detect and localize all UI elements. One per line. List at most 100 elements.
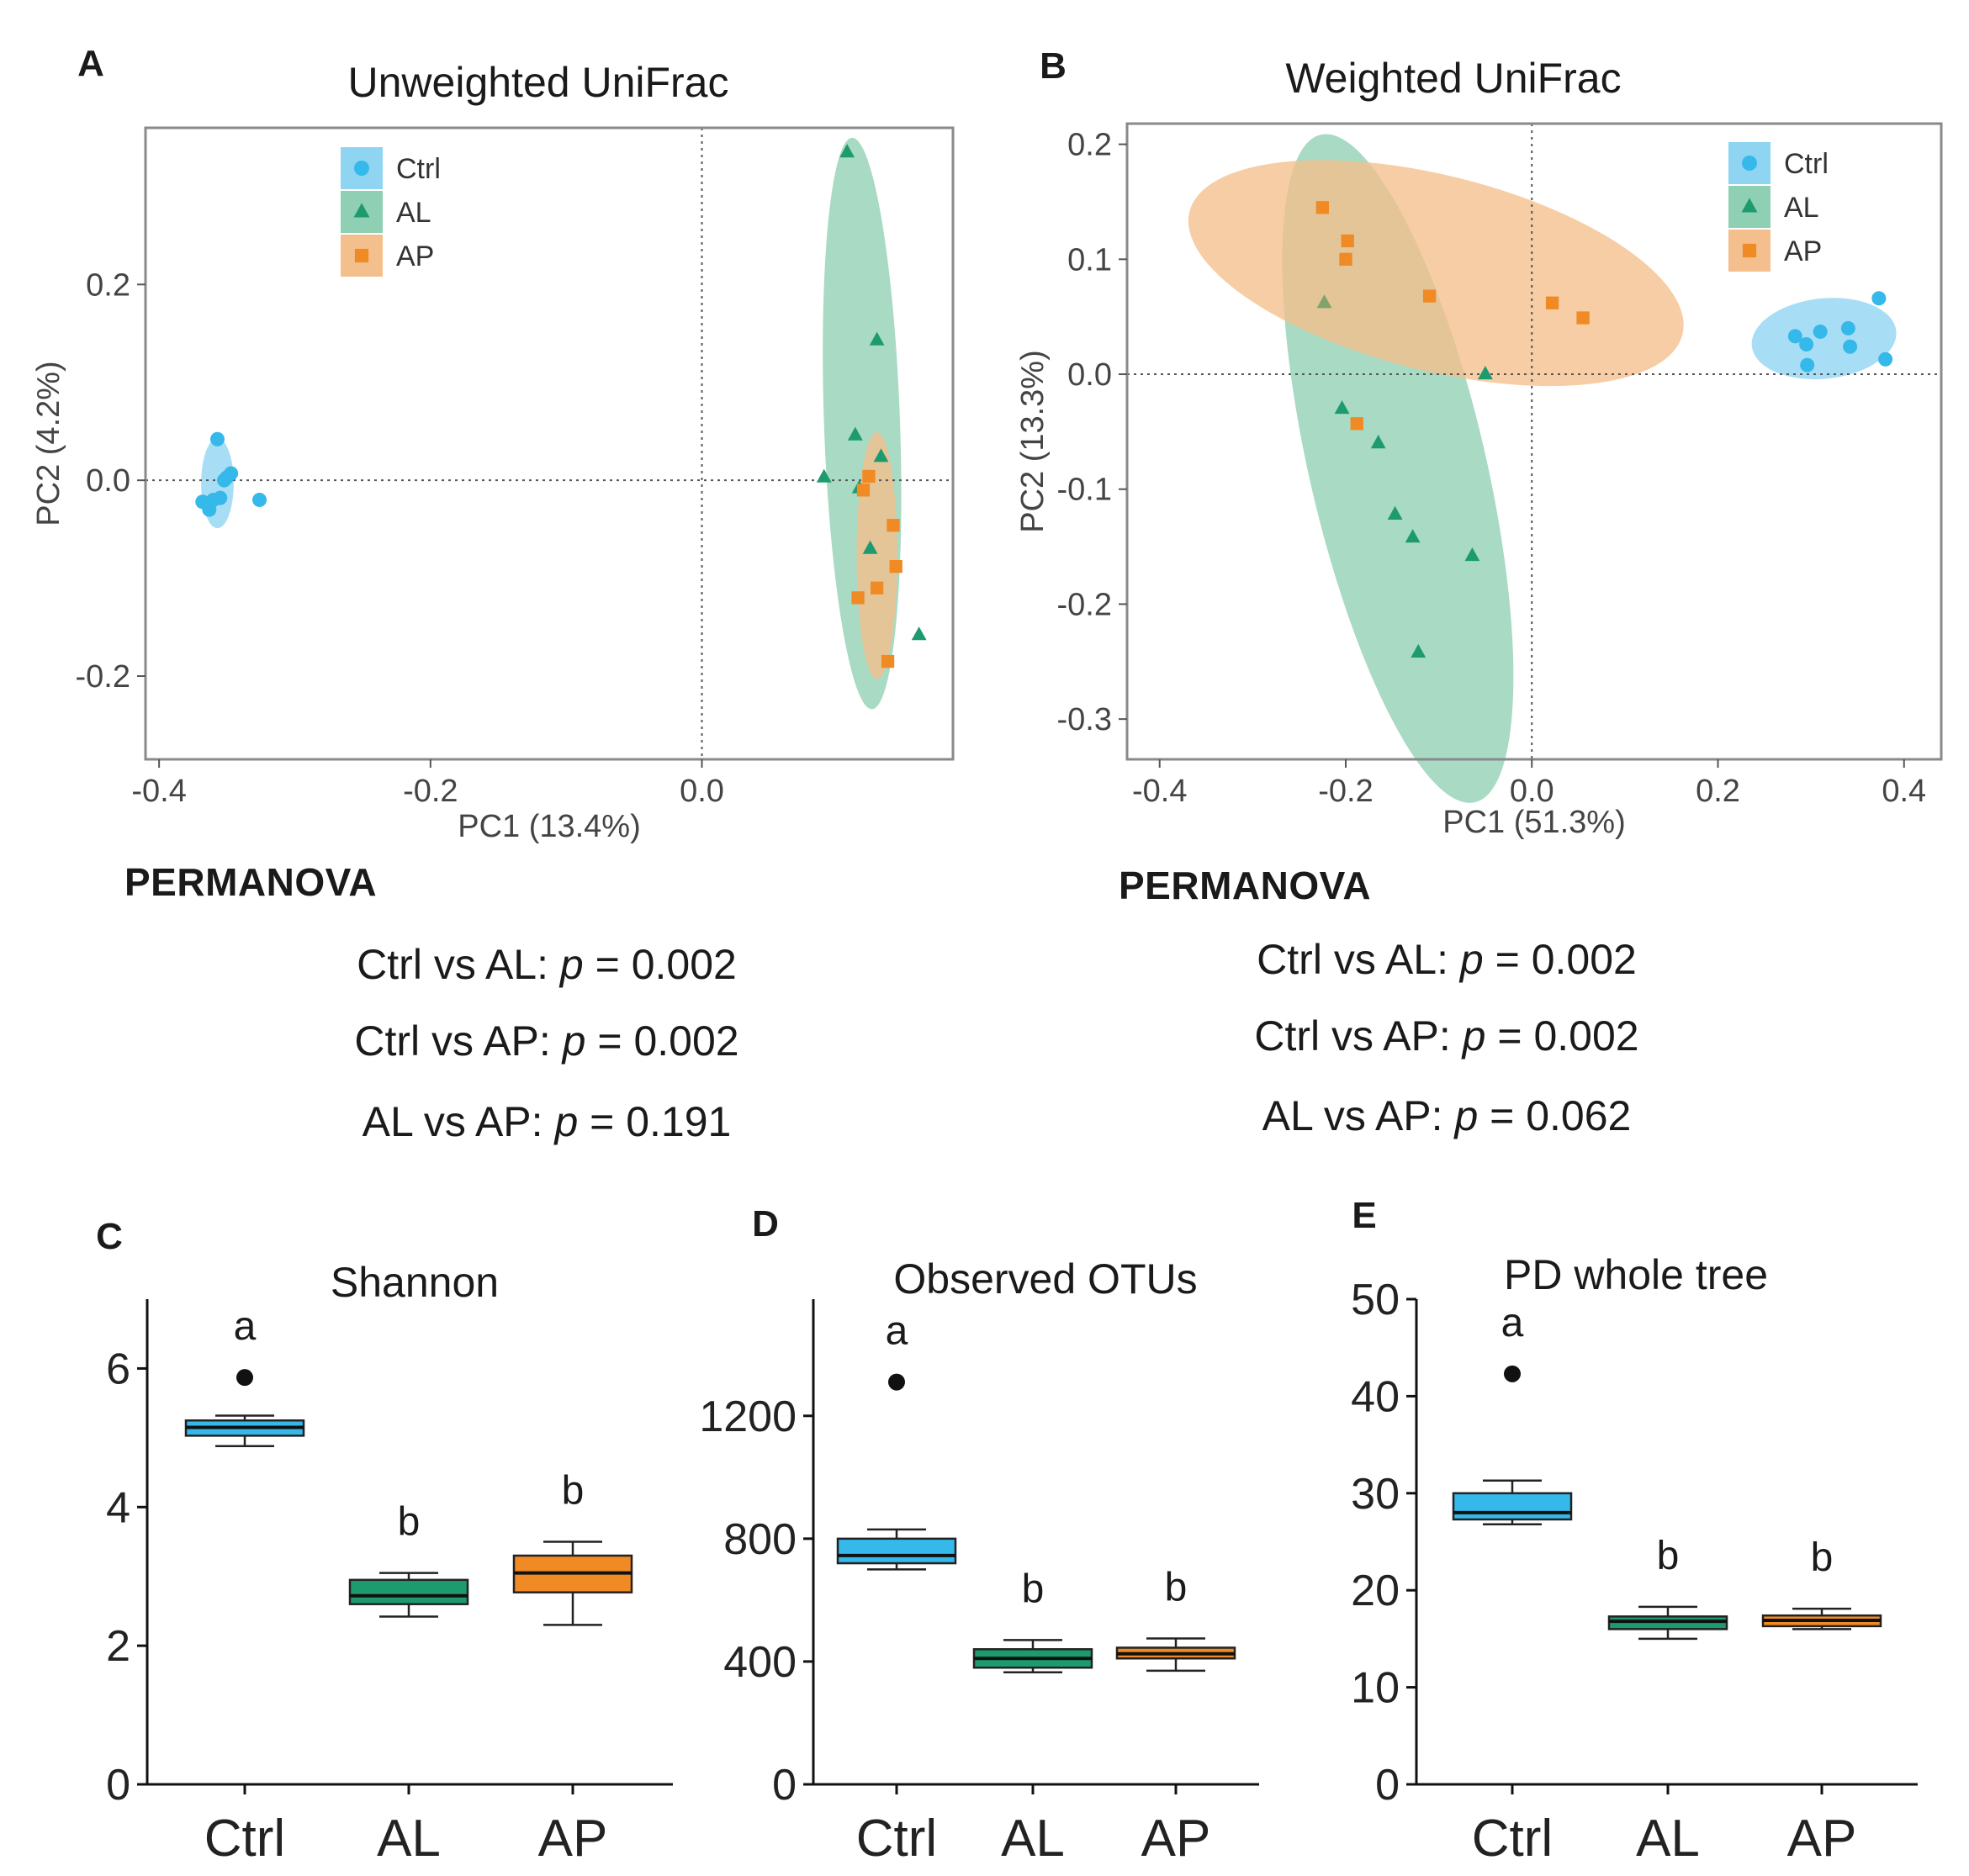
panel-e-title: PD whole tree (1504, 1251, 1768, 1298)
panel-b-ytick-label: -0.2 (1057, 587, 1112, 622)
panel-b-xtick-label: 0.2 (1696, 774, 1740, 809)
panel-e-xtick-label: AP (1787, 1810, 1857, 1868)
panel-e-ytick-label: 20 (1351, 1567, 1400, 1615)
panel-b-plot-frame (1125, 122, 1943, 761)
panel-a-point-ctrl (210, 431, 225, 447)
panel-a-point-ap (862, 469, 876, 484)
panel-a-legend-label-ap: AP (396, 240, 434, 272)
permanova-right-line-3: AL vs AP: p = 0.062 (1262, 1092, 1632, 1139)
permanova-title-left: PERMANOVA (124, 860, 378, 904)
panel-e-letter-ctrl: a (1501, 1301, 1524, 1345)
panel-a-ytick-label: 0.2 (86, 267, 130, 303)
panel-b-legend-label-ap: AP (1784, 235, 1822, 267)
panel-b-ellipse-ap (1188, 160, 1684, 387)
panel-b-legend-marker-ctrl (1742, 156, 1757, 171)
permanova-left-line-3: AL vs AP: p = 0.191 (362, 1098, 732, 1145)
panel-b-legend-marker-ap (1742, 243, 1757, 258)
panel-a-point-al (869, 331, 885, 346)
panel-b-point-ctrl (1878, 351, 1893, 367)
panel-d-xtick-label: AP (1141, 1810, 1211, 1868)
panel-a-point-al (839, 144, 855, 158)
panel-c-ytick-label: 6 (106, 1345, 130, 1393)
panel-a-point-ap (870, 581, 884, 595)
panel-b-ytick-label: -0.3 (1057, 702, 1112, 737)
panel-a-x-axis-label: PC1 (13.4%) (458, 809, 641, 844)
panel-d-ytick-label: 800 (723, 1515, 797, 1564)
panel-label-d: D (752, 1203, 779, 1245)
panel-b-point-al (1464, 547, 1480, 562)
panel-a-point-ctrl (195, 494, 210, 510)
panel-b-legend-label-ctrl: Ctrl (1784, 148, 1829, 180)
panel-a-legend-label-al: AL (396, 197, 431, 229)
panel-label-e: E (1352, 1195, 1376, 1236)
panel-b-point-al (1405, 529, 1421, 543)
panel-b-ytick-label: 0.0 (1067, 357, 1112, 393)
panel-b-xtick-label: 0.4 (1882, 774, 1926, 809)
panel-a-point-al (816, 468, 832, 483)
panel-a-ytick-label: -0.2 (76, 659, 130, 695)
panel-b-point-al (1316, 294, 1332, 309)
panel-b-title: Weighted UniFrac (1285, 55, 1621, 102)
panel-a-point-ctrl (217, 473, 232, 488)
permanova-right-line-2: Ctrl vs AP: p = 0.002 (1254, 1012, 1639, 1060)
panel-b-point-ctrl (1787, 329, 1802, 344)
panel-d-ytick-label: 400 (723, 1638, 797, 1687)
panel-b-point-ctrl (1840, 320, 1855, 336)
panel-a-point-ap (856, 484, 871, 497)
panel-a-legend-marker-ctrl (354, 161, 369, 176)
panel-c-letter-al: b (398, 1500, 421, 1545)
panel-e-xtick-label: Ctrl (1472, 1810, 1553, 1868)
panel-d-title: Observed OTUs (893, 1255, 1197, 1303)
panel-a-legend-marker-ap (354, 248, 369, 263)
panel-e-outlier-ctrl (1504, 1365, 1521, 1382)
permanova-right-line-1: Ctrl vs AL: p = 0.002 (1257, 936, 1637, 983)
panel-b-xtick-label: -0.4 (1132, 774, 1187, 809)
panel-b-xtick-label: 0.0 (1510, 774, 1554, 809)
panel-a-xtick-label: -0.4 (131, 774, 186, 809)
panel-a-point-ap (887, 519, 900, 532)
panel-b-ellipse-ctrl (1751, 298, 1897, 380)
panel-b-point-ap (1341, 234, 1354, 248)
panel-b-point-ctrl (1800, 357, 1815, 373)
panel-label-a: A (77, 43, 104, 84)
panel-d-ytick-label: 0 (772, 1761, 797, 1810)
panel-a-ytick-label: 0.0 (86, 463, 130, 499)
panel-b-ytick-label: -0.1 (1057, 473, 1112, 508)
panel-e-letter-al: b (1657, 1534, 1680, 1578)
panel-a-y-axis-label: PC2 (4.2%) (31, 361, 66, 526)
panel-c-ytick-label: 2 (106, 1622, 130, 1671)
panel-a-ellipse-ap (856, 432, 897, 679)
panel-a-title: Unweighted UniFrac (348, 59, 729, 106)
panel-a-point-ap (851, 591, 865, 605)
panel-a-point-al (873, 448, 889, 462)
panel-b-ytick-label: 0.1 (1067, 242, 1112, 277)
panel-e-letter-ap: b (1811, 1535, 1834, 1580)
panel-a-plot-frame (144, 126, 955, 761)
panel-c-ytick-label: 0 (106, 1761, 130, 1810)
permanova-left-line-2: Ctrl vs AP: p = 0.002 (354, 1017, 739, 1065)
panel-a-point-ap (881, 654, 895, 668)
panel-b-point-ap (1315, 201, 1329, 214)
panel-c-letter-ctrl: a (234, 1304, 257, 1349)
panel-d-xtick-label: Ctrl (856, 1810, 937, 1868)
panel-a-point-al (862, 540, 878, 554)
panel-b-point-ap (1350, 417, 1363, 431)
panel-b-legend-label-al: AL (1784, 192, 1819, 224)
panel-b-point-al (1477, 366, 1493, 380)
panel-b-point-al (1387, 505, 1403, 520)
panel-e-ytick-label: 40 (1351, 1372, 1400, 1421)
panel-b-point-ctrl (1871, 291, 1887, 306)
panel-label-b: B (1040, 45, 1067, 87)
panel-a-xtick-label: 0.0 (680, 774, 724, 809)
panel-c-xtick-label: AL (377, 1810, 441, 1868)
permanova-title-right: PERMANOVA (1119, 864, 1372, 907)
panel-e-ytick-label: 50 (1351, 1276, 1400, 1324)
panel-c-xtick-label: Ctrl (204, 1810, 285, 1868)
panel-a-point-ap (889, 559, 902, 573)
panel-a-xtick-label: -0.2 (403, 774, 458, 809)
panel-b-x-axis-label: PC1 (51.3%) (1442, 805, 1626, 840)
panel-d-letter-al: b (1022, 1567, 1045, 1611)
panel-a-legend-label-ctrl: Ctrl (396, 153, 441, 185)
panel-d-box-ctrl (836, 1537, 957, 1565)
